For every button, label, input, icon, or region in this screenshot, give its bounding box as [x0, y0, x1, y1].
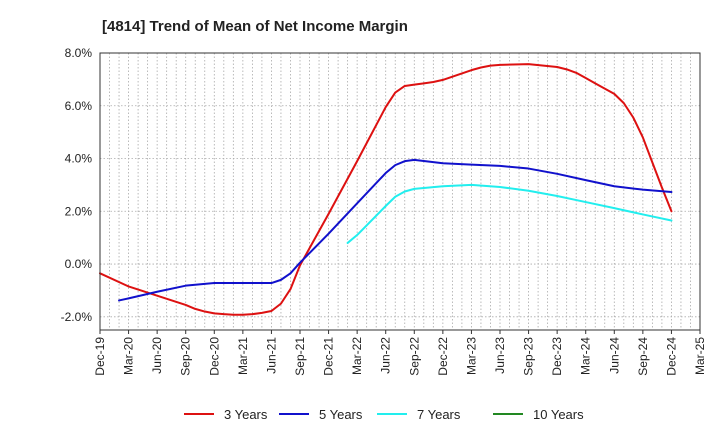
grid — [100, 52, 700, 330]
x-tick-label: Dec-22 — [436, 337, 450, 376]
y-tick-label: 8.0% — [65, 46, 93, 60]
x-tick-label: Mar-23 — [464, 337, 478, 375]
x-tick-label: Dec-21 — [322, 337, 336, 376]
x-tick-label: Mar-24 — [579, 337, 593, 375]
x-tick-label: Mar-21 — [236, 337, 250, 375]
legend: 3 Years 5 Years 7 Years 10 Years — [184, 407, 584, 422]
y-axis: -2.0% 0.0% 2.0% 4.0% 6.0% 8.0% — [61, 46, 93, 324]
x-tick-label: Mar-20 — [122, 337, 136, 375]
series-line-3-years — [99, 63, 673, 316]
x-axis: Dec-19 Mar-20 Jun-20 Sep-20 Dec-20 Mar-21 Jun-… — [93, 330, 707, 376]
legend-label-7-years: 7 Years — [417, 407, 461, 422]
x-tick-label: Jun-23 — [493, 337, 507, 374]
series-line-5-years — [118, 158, 673, 302]
x-tick-label: Dec-23 — [550, 337, 564, 376]
x-tick-label: Sep-22 — [407, 337, 421, 376]
x-tick-label: Jun-21 — [264, 337, 278, 374]
y-tick-label: 0.0% — [65, 257, 93, 271]
legend-label-10-years: 10 Years — [533, 407, 584, 422]
legend-label-5-years: 5 Years — [319, 407, 363, 422]
series-lines — [99, 63, 673, 316]
x-tick-label: Sep-23 — [522, 337, 536, 376]
chart-title: [4814] Trend of Mean of Net Income Margi… — [102, 18, 408, 35]
x-tick-label: Jun-22 — [379, 337, 393, 374]
x-tick-label: Jun-20 — [150, 337, 164, 374]
series-line-7-years — [346, 183, 673, 244]
x-tick-label: Sep-20 — [179, 337, 193, 376]
y-tick-label: 4.0% — [65, 152, 93, 166]
x-tick-label: Sep-21 — [293, 337, 307, 376]
x-tick-label: Jun-24 — [607, 337, 621, 374]
x-tick-label: Dec-24 — [664, 337, 678, 376]
y-tick-label: 6.0% — [65, 99, 93, 113]
x-tick-label: Dec-19 — [93, 337, 107, 376]
x-tick-label: Sep-24 — [636, 337, 650, 376]
y-tick-label: -2.0% — [61, 310, 93, 324]
x-tick-label: Mar-22 — [350, 337, 364, 375]
legend-label-3-years: 3 Years — [224, 407, 268, 422]
x-tick-label: Dec-20 — [207, 337, 221, 376]
x-tick-label: Mar-25 — [693, 337, 707, 375]
y-tick-label: 2.0% — [65, 204, 93, 218]
plot-frame — [99, 52, 701, 331]
